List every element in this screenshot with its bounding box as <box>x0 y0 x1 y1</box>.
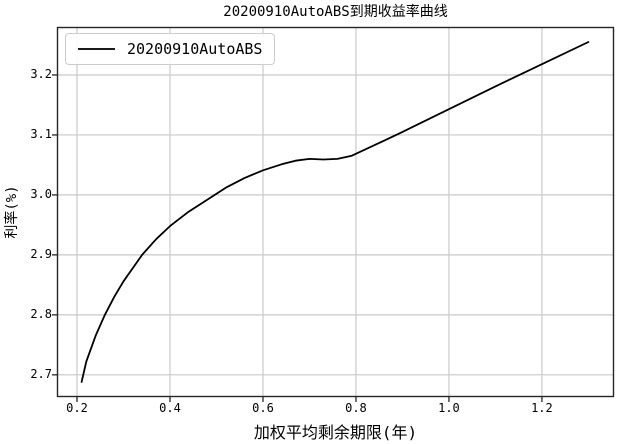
x-tick-label: 1.2 <box>531 401 553 415</box>
legend-label: 20200910AutoABS <box>127 40 263 58</box>
legend-line-swatch <box>78 48 115 50</box>
x-tick-label: 0.8 <box>345 401 367 415</box>
y-tick-label: 2.7 <box>30 366 52 381</box>
chart-title: 20200910AutoABS到期收益率曲线 <box>223 4 448 20</box>
legend: 20200910AutoABS <box>65 33 276 65</box>
y-tick-label: 3.1 <box>30 126 52 141</box>
x-tick-label: 0.6 <box>252 401 274 415</box>
y-tick-label: 2.8 <box>30 306 52 321</box>
x-tick-label: 0.4 <box>159 401 181 415</box>
plot-border <box>56 26 615 398</box>
plot-area <box>52 26 615 402</box>
series-line <box>80 41 590 383</box>
x-tick-label: 1.0 <box>438 401 460 415</box>
y-tick-label: 2.9 <box>30 246 52 261</box>
y-tick-label: 3.2 <box>30 66 52 81</box>
y-tick-label: 3.0 <box>30 186 52 201</box>
x-tick-label: 0.2 <box>66 401 88 415</box>
plot-canvas <box>52 26 615 402</box>
x-axis-label: 加权平均剩余期限(年) <box>253 423 418 442</box>
